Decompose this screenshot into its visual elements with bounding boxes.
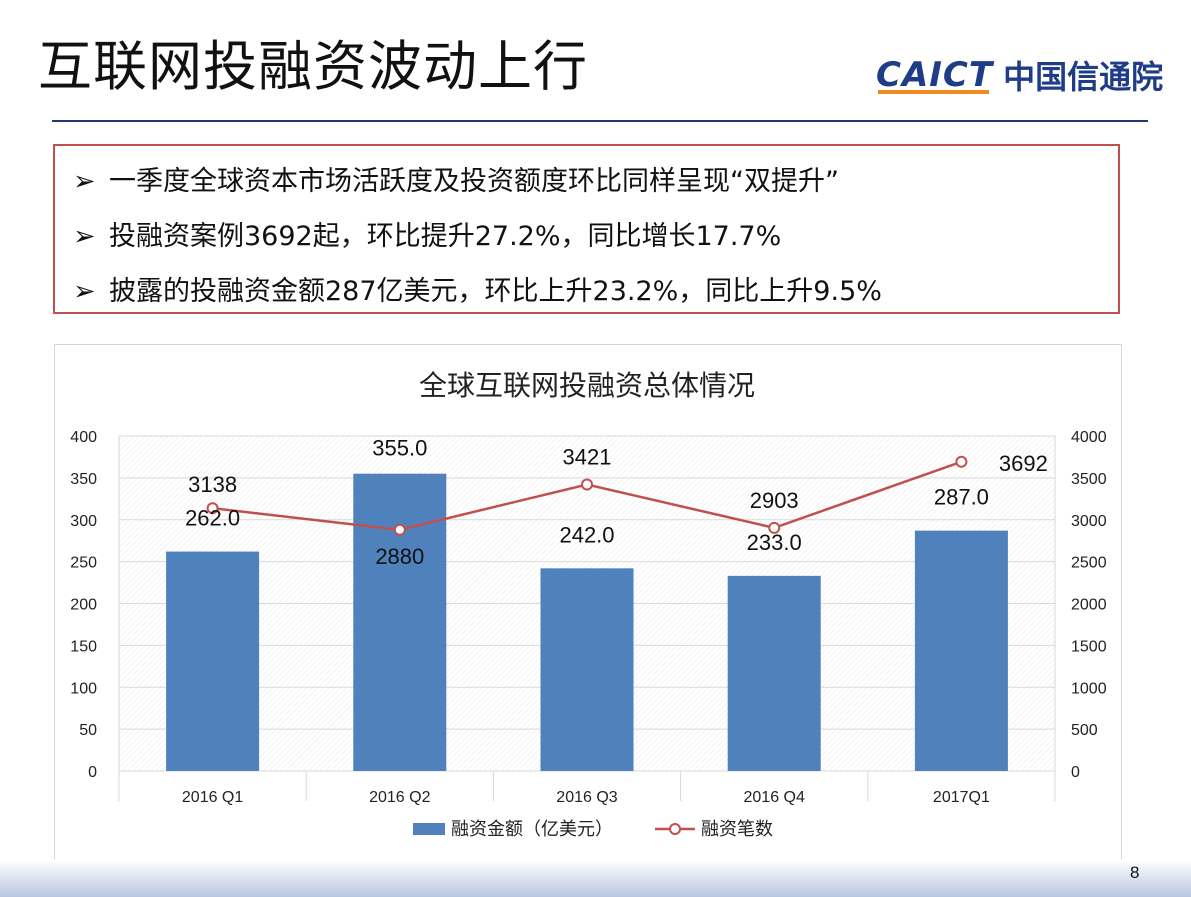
bullet-arrow-icon: ➢: [73, 221, 96, 252]
bar: [353, 473, 447, 771]
logo-english-text: CAICT: [876, 55, 994, 95]
y-right-tick-label: 2000: [1071, 597, 1107, 614]
line-data-label: 2880: [375, 544, 424, 569]
y-left-tick-label: 400: [70, 429, 97, 446]
y-right-tick-label: 500: [1071, 722, 1098, 739]
legend-bar-swatch: [413, 823, 445, 835]
bullet-text: 投融资案例3692起，环比提升27.2%，同比增长17.7%: [109, 221, 782, 252]
y-left-tick-label: 50: [79, 722, 97, 739]
y-left-tick-label: 200: [70, 597, 97, 614]
line-point: [768, 521, 781, 534]
bullet-text: 披露的投融资金额287亿美元，环比上升23.2%，同比上升9.5%: [109, 276, 882, 307]
legend-line-label: 融资笔数: [701, 819, 773, 840]
bar-data-label: 262.0: [185, 506, 240, 531]
y-left-tick-label: 350: [70, 471, 97, 488]
bullet-item: ➢ 披露的投融资金额287亿美元，环比上升23.2%，同比上升9.5%: [73, 269, 882, 308]
y-right-tick-label: 3000: [1071, 513, 1107, 530]
bullet-item: ➢ 投融资案例3692起，环比提升27.2%，同比增长17.7%: [73, 214, 781, 253]
y-right-tick-label: 2500: [1071, 555, 1107, 572]
bar-data-label: 287.0: [934, 485, 989, 510]
caict-logo: CAICT 中国信通院: [876, 52, 1163, 98]
x-tick-label: 2016 Q2: [369, 789, 430, 806]
slide-title: 互联网投融资波动上行: [38, 35, 588, 98]
x-tick-label: 2016 Q3: [556, 789, 617, 806]
page-number: 8: [1130, 863, 1140, 882]
line-point: [581, 478, 593, 491]
logo-chinese-text: 中国信通院: [1003, 58, 1164, 96]
bullet-arrow-icon: ➢: [73, 166, 96, 197]
y-right-tick-label: 0: [1071, 764, 1080, 781]
line-data-label: 2903: [750, 488, 799, 513]
y-right-tick-label: 1000: [1071, 680, 1107, 697]
y-right-tick-label: 3500: [1071, 471, 1107, 488]
bar-data-label: 355.0: [372, 436, 427, 461]
y-right-tick-label: 1500: [1071, 638, 1107, 655]
bar: [914, 530, 1008, 771]
line-data-label: 3421: [563, 444, 612, 469]
bar-data-label: 242.0: [559, 522, 614, 547]
bar-data-label: 233.0: [747, 530, 802, 555]
bullet-text: 一季度全球资本市场活跃度及投资额度环比同样呈现“双提升”: [109, 166, 839, 197]
legend-line-marker: [669, 823, 681, 835]
line-data-label: 3692: [999, 451, 1048, 476]
bullet-arrow-icon: ➢: [73, 276, 96, 307]
x-tick-label: 2017Q1: [933, 789, 990, 806]
footer-bar: [0, 860, 1191, 897]
line-point: [955, 455, 968, 468]
y-right-tick-label: 4000: [1071, 429, 1107, 446]
chart-title: 全球互联网投融资总体情况: [419, 369, 755, 402]
summary-box: ➢ 一季度全球资本市场活跃度及投资额度环比同样呈现“双提升” ➢ 投融资案例3692…: [53, 144, 1120, 314]
line-point: [393, 523, 406, 536]
line-data-label: 3138: [188, 472, 237, 497]
y-left-tick-label: 0: [88, 764, 97, 781]
combo-chart: 全球互联网投融资总体情况0501001502002503003504000500…: [70, 369, 1107, 840]
bar: [540, 568, 634, 771]
chart-panel: 全球互联网投融资总体情况 0 50 100 150 200 250 300 350 400 0 500…: [54, 344, 1122, 862]
y-left-tick-label: 100: [70, 680, 97, 697]
bar: [727, 575, 821, 771]
x-tick-label: 2016 Q4: [744, 789, 805, 806]
bar: [166, 551, 260, 771]
line-point: [206, 502, 219, 515]
x-tick-label: 2016 Q1: [182, 789, 243, 806]
legend-bar-label: 融资金额（亿美元）: [451, 819, 613, 840]
bullet-item: ➢ 一季度全球资本市场活跃度及投资额度环比同样呈现“双提升”: [73, 159, 839, 198]
y-left-tick-label: 300: [70, 513, 97, 530]
y-left-tick-label: 150: [70, 638, 97, 655]
title-divider: [52, 120, 1148, 122]
y-left-tick-label: 250: [70, 555, 97, 572]
